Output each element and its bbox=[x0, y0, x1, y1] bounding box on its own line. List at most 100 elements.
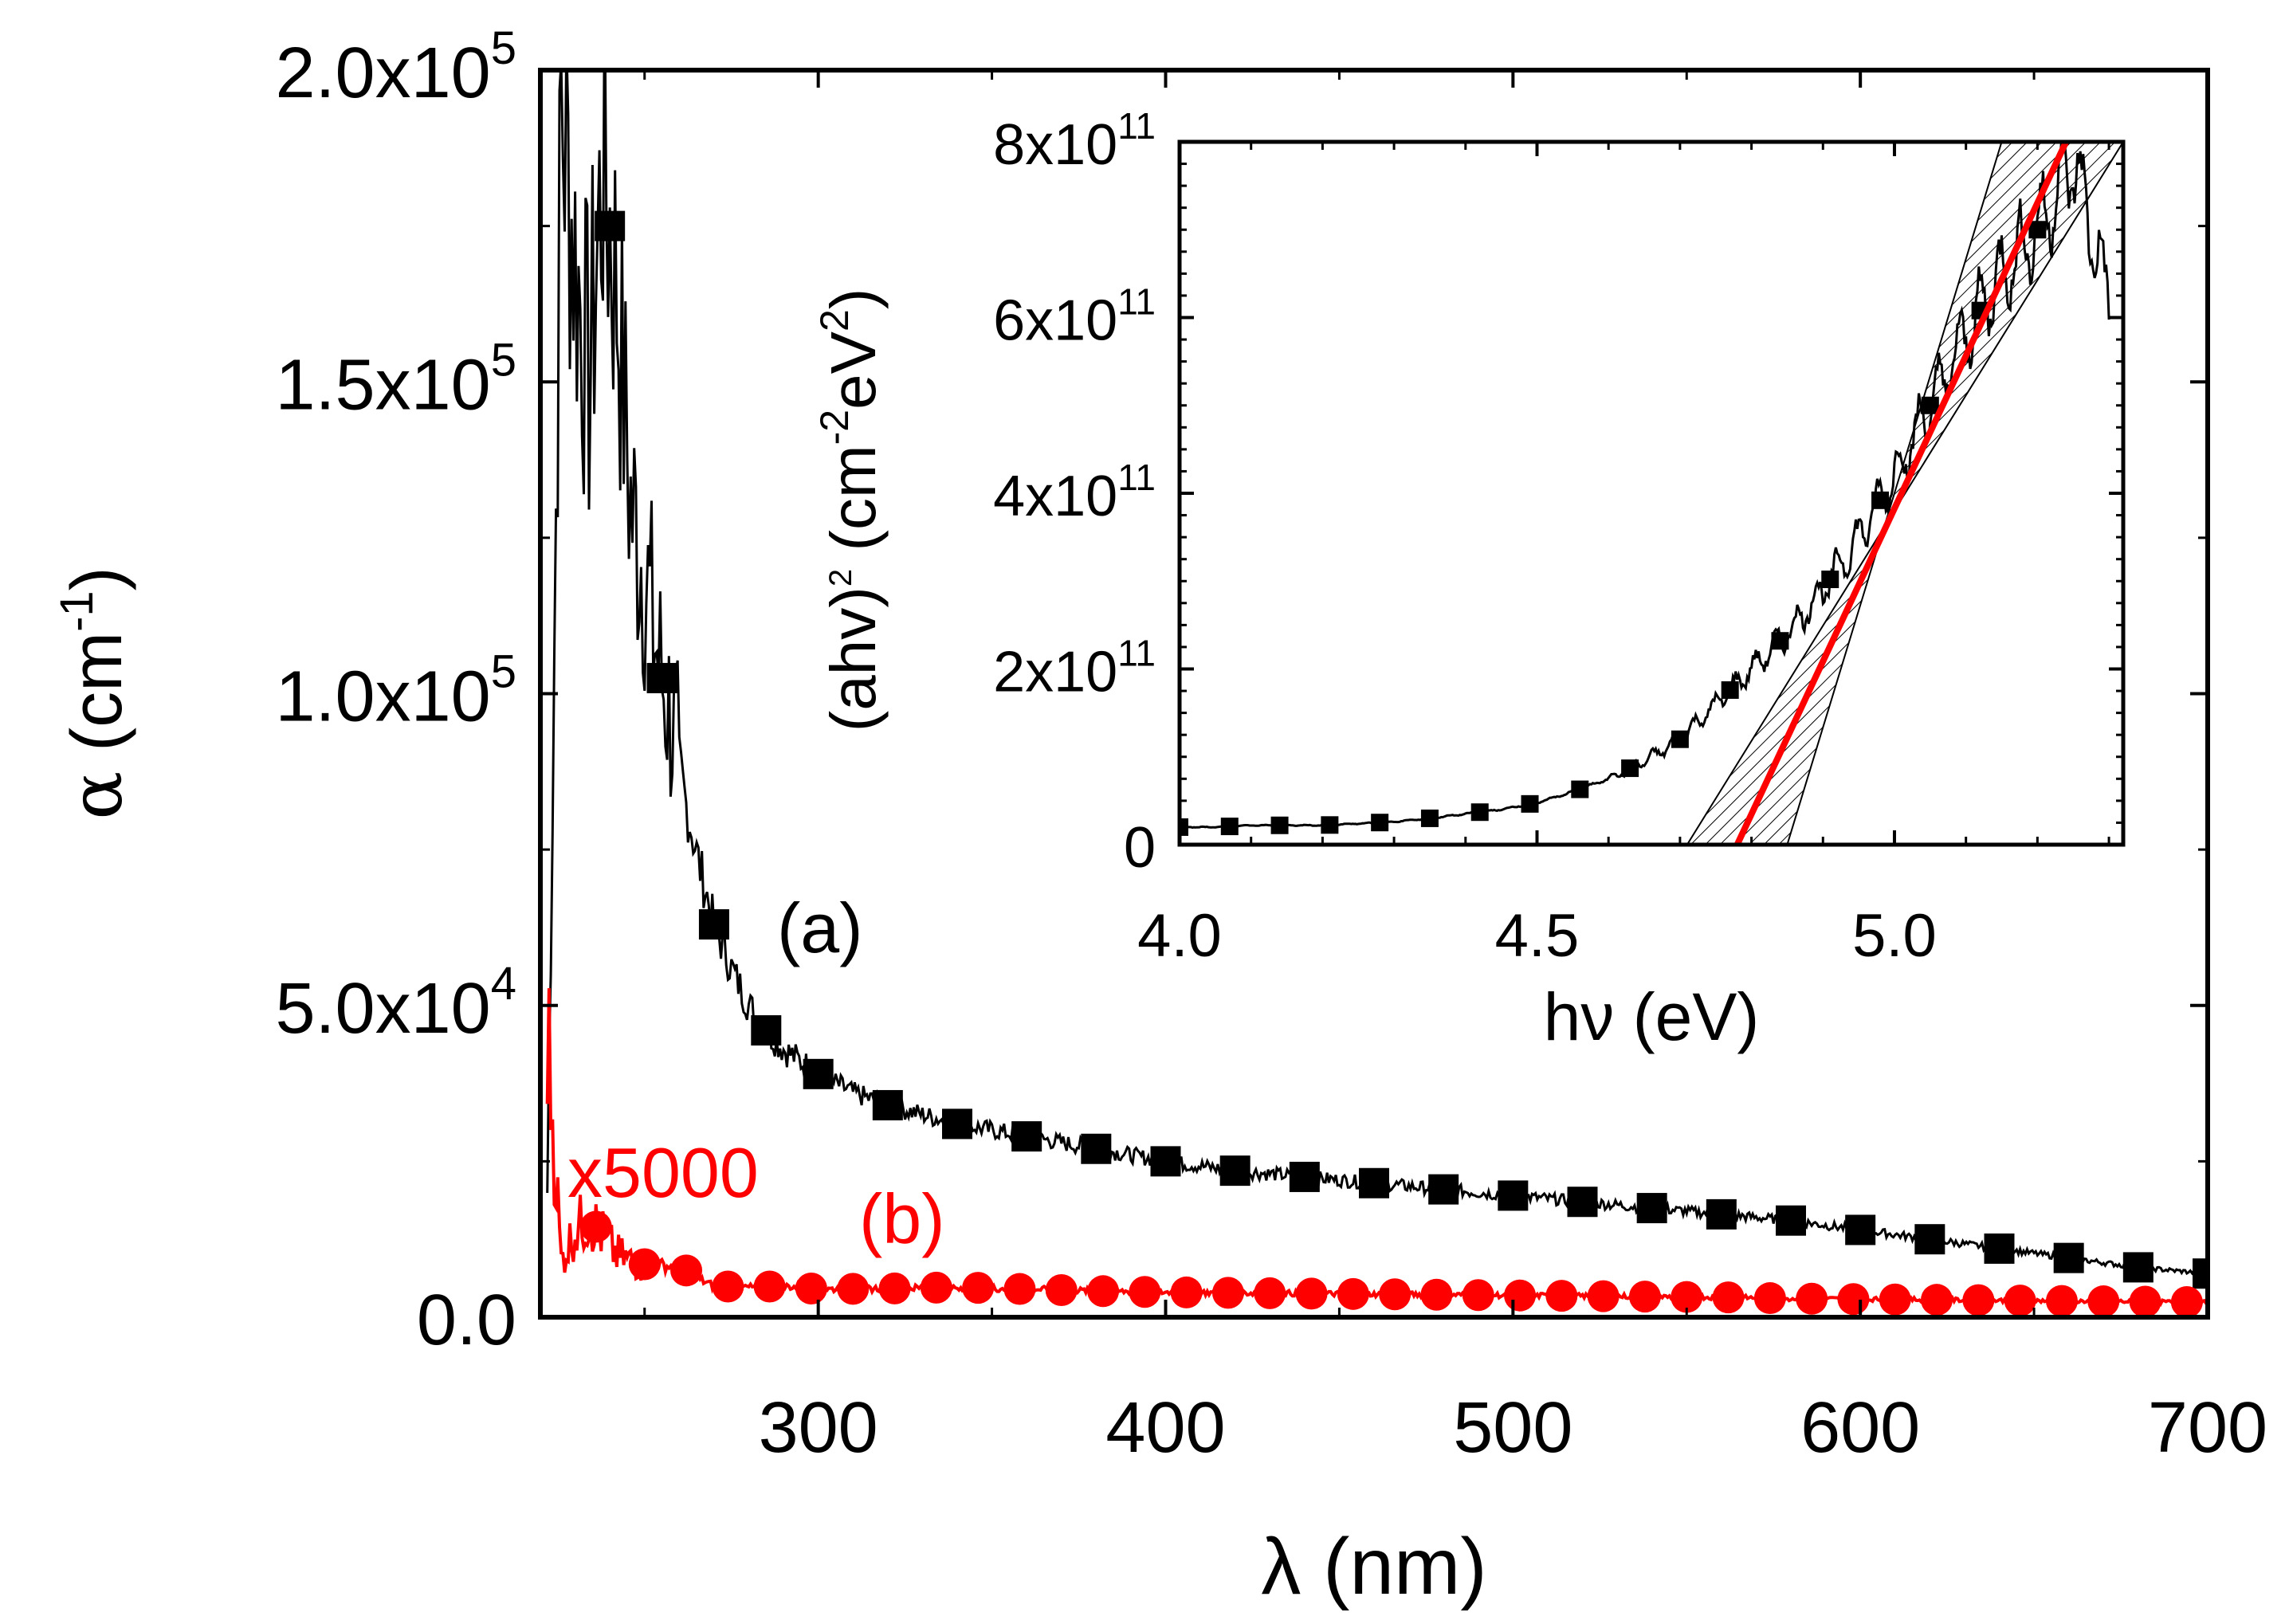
series-b-marker bbox=[1170, 1276, 1203, 1308]
series-a-marker bbox=[1081, 1133, 1112, 1164]
inset-x-tick-label: 4.0 bbox=[1137, 902, 1222, 970]
series-b-marker bbox=[1504, 1279, 1537, 1312]
main-x-tick-labels: 300 400 500 600 700 bbox=[759, 1388, 2268, 1468]
series-b-marker bbox=[1462, 1279, 1494, 1312]
inset-y-tick-label: 6x1011 bbox=[993, 281, 1156, 353]
series-a-marker bbox=[1984, 1233, 2015, 1264]
series-a-marker bbox=[1636, 1193, 1667, 1224]
series-b-line bbox=[545, 988, 2208, 1308]
series-b-marker bbox=[1254, 1277, 1286, 1309]
series-a-marker bbox=[698, 909, 729, 940]
series-a-marker bbox=[1914, 1224, 1945, 1255]
inset-data-series bbox=[1180, 142, 2110, 836]
inset-y-axis-label: (ahv)2 (cm-2eV2) bbox=[812, 288, 889, 732]
inset-data-marker bbox=[1180, 818, 1188, 836]
series-b-marker bbox=[920, 1271, 952, 1304]
inset-data-marker bbox=[1420, 809, 1439, 827]
series-b-marker bbox=[1628, 1281, 1661, 1313]
main-y-tick-label: 1.0x105 bbox=[276, 646, 517, 737]
inset-data-marker bbox=[1470, 803, 1489, 822]
series-b-marker bbox=[628, 1248, 661, 1281]
main-plot: 300 400 500 600 700 0.0 5.0x104 1.0x105 1.5x105… bbox=[51, 22, 2268, 1611]
series-a-marker bbox=[803, 1058, 834, 1089]
series-b bbox=[545, 988, 2208, 1317]
inset-y-tick-label: 0 bbox=[1124, 816, 1156, 880]
series-a-marker bbox=[646, 662, 677, 693]
main-y-tick-label: 2.0x105 bbox=[276, 22, 517, 113]
series-b-marker bbox=[1003, 1273, 1036, 1305]
inset-data-marker bbox=[1371, 814, 1389, 832]
inset-y-tick-label: 2x1011 bbox=[993, 633, 1156, 704]
series-b-marker bbox=[1045, 1273, 1078, 1306]
series-b-marker bbox=[2045, 1285, 2078, 1317]
main-axis-ticks bbox=[540, 69, 2209, 1319]
series-b-marker bbox=[1545, 1280, 1578, 1312]
main-x-axis-label: λ (nm) bbox=[1261, 1522, 1486, 1611]
series-a-marker bbox=[595, 210, 626, 241]
inset-data-marker bbox=[1721, 681, 1739, 699]
inset-data-marker bbox=[1321, 816, 1339, 834]
series-b-marker bbox=[1879, 1283, 1911, 1316]
series-b-marker bbox=[1671, 1281, 1703, 1313]
main-y-tick-label: 0.0 bbox=[417, 1281, 516, 1360]
main-y-tick-label: 5.0x104 bbox=[276, 958, 517, 1049]
inset-fit-confidence-band bbox=[1686, 142, 2123, 845]
series-b-marker bbox=[1796, 1282, 1828, 1315]
inset-axis-ticks bbox=[1178, 140, 2123, 846]
main-y-tick-label: 1.5x105 bbox=[276, 334, 517, 425]
annotation-a: (a) bbox=[777, 888, 863, 967]
series-b-marker bbox=[670, 1254, 703, 1287]
series-b-marker bbox=[2170, 1285, 2203, 1317]
main-x-tick-label: 500 bbox=[1453, 1388, 1572, 1468]
series-a-marker bbox=[1776, 1205, 1806, 1236]
series-b-marker bbox=[1753, 1282, 1786, 1315]
series-b-marker bbox=[712, 1270, 744, 1303]
inset-data-marker bbox=[1621, 759, 1639, 778]
main-x-tick-label: 600 bbox=[1800, 1388, 1920, 1468]
series-a-marker bbox=[1845, 1214, 1876, 1245]
inset-data-marker bbox=[1671, 730, 1689, 748]
series-b-marker bbox=[795, 1273, 827, 1305]
series-a-marker bbox=[1219, 1155, 1251, 1187]
series-a-marker bbox=[1011, 1121, 1042, 1152]
inset-data-marker bbox=[1921, 396, 1939, 414]
series-b-marker bbox=[753, 1270, 786, 1303]
series-b-marker bbox=[1379, 1278, 1411, 1311]
inset-fit-line bbox=[1734, 142, 2069, 845]
inset-data-marker bbox=[1521, 794, 1539, 813]
main-y-axis-label: α (cm-1) bbox=[51, 567, 139, 819]
series-a-marker bbox=[2193, 1258, 2208, 1289]
series-b-marker bbox=[2129, 1285, 2161, 1317]
series-b-marker bbox=[2004, 1285, 2036, 1317]
series-a-marker bbox=[942, 1108, 972, 1140]
series-b-marker bbox=[1587, 1280, 1620, 1312]
series-b-marker bbox=[1295, 1277, 1328, 1310]
series-a-marker bbox=[751, 1015, 782, 1046]
series-b-marker bbox=[1337, 1277, 1369, 1310]
inset-data-marker bbox=[1771, 632, 1789, 650]
series-b-marker bbox=[1962, 1284, 1995, 1316]
series-a-marker bbox=[1359, 1167, 1389, 1198]
series-a-marker bbox=[2122, 1252, 2154, 1283]
inset-x-tick-label: 4.5 bbox=[1495, 902, 1580, 970]
series-b-marker bbox=[837, 1273, 870, 1305]
inset-data-marker bbox=[1821, 571, 1839, 589]
inset-data-marker bbox=[1220, 818, 1239, 836]
main-x-tick-label: 700 bbox=[2148, 1388, 2267, 1468]
inset-y-tick-label: 4x1011 bbox=[993, 457, 1156, 528]
series-b-marker bbox=[1129, 1276, 1161, 1308]
series-a-marker bbox=[1428, 1174, 1459, 1205]
main-x-tick-label: 300 bbox=[759, 1388, 878, 1468]
inset-data-marker bbox=[2028, 221, 2047, 239]
series-a bbox=[546, 70, 2208, 1289]
series-a-marker bbox=[2053, 1242, 2084, 1273]
svg-text:(ahv)2 (cm-2eV2): (ahv)2 (cm-2eV2) bbox=[812, 288, 889, 732]
inset-data-marker bbox=[1270, 816, 1289, 834]
series-a-marker bbox=[872, 1089, 903, 1120]
svg-text:α (cm-1): α (cm-1) bbox=[51, 567, 139, 819]
series-b-marker bbox=[962, 1272, 995, 1304]
series-b-marker bbox=[1837, 1283, 1870, 1316]
series-b-marker bbox=[1921, 1284, 1953, 1316]
series-b-marker bbox=[1420, 1278, 1453, 1311]
